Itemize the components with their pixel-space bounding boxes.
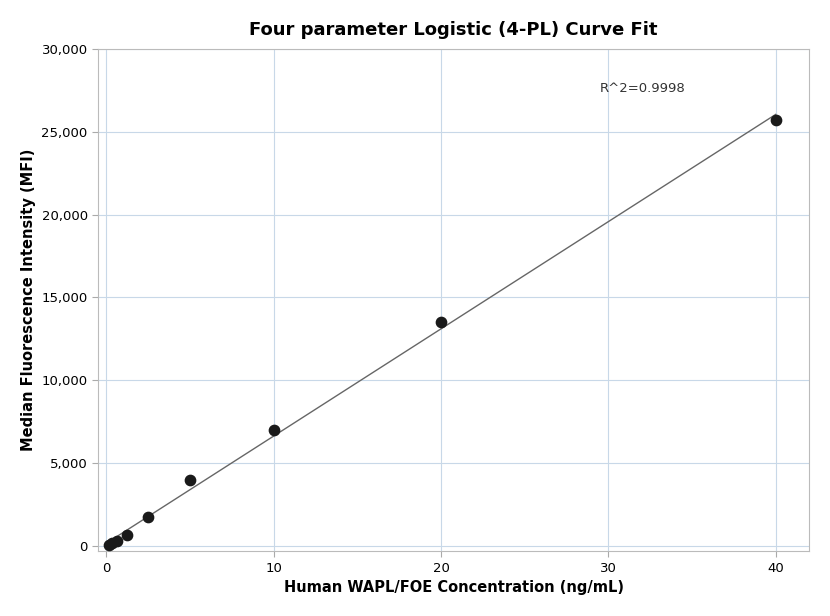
Point: [102, 540, 115, 549]
Point: [267, 425, 281, 435]
Point: [434, 317, 447, 327]
Point: [769, 115, 783, 125]
Point: [120, 530, 134, 540]
Text: R^2=0.9998: R^2=0.9998: [600, 82, 686, 95]
Y-axis label: Median Fluorescence Intensity (MFI): Median Fluorescence Intensity (MFI): [21, 149, 36, 451]
Point: [105, 538, 119, 548]
Point: [183, 475, 197, 485]
X-axis label: Human WAPL/FOE Concentration (ng/mL): Human WAPL/FOE Concentration (ng/mL): [284, 580, 623, 595]
Point: [110, 536, 124, 546]
Title: Four parameter Logistic (4-PL) Curve Fit: Four parameter Logistic (4-PL) Curve Fit: [249, 21, 658, 39]
Point: [142, 513, 155, 522]
